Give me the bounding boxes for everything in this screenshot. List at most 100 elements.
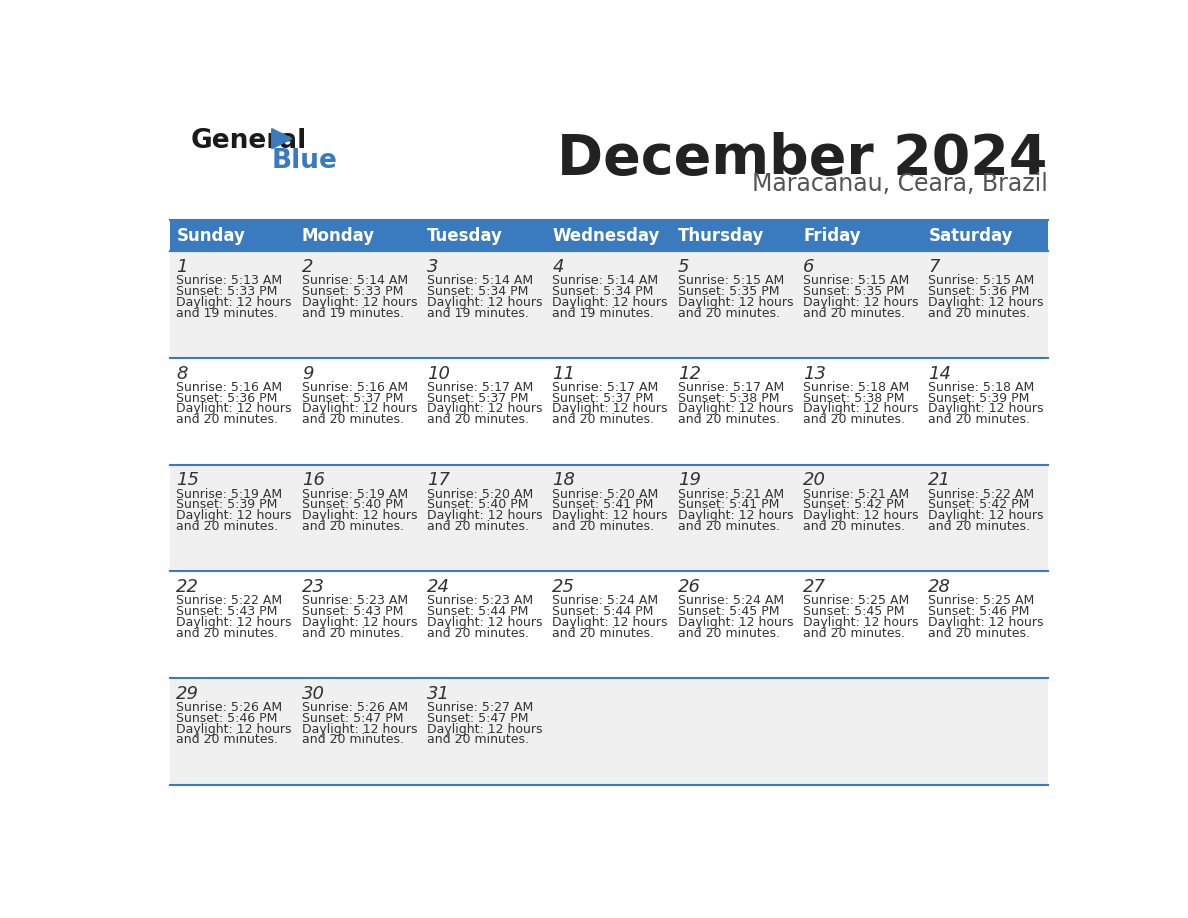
Text: and 20 minutes.: and 20 minutes. bbox=[302, 733, 404, 746]
Text: and 20 minutes.: and 20 minutes. bbox=[928, 307, 1030, 319]
Text: Sunday: Sunday bbox=[176, 227, 245, 245]
Text: 6: 6 bbox=[803, 258, 815, 276]
Text: Sunrise: 5:23 AM: Sunrise: 5:23 AM bbox=[302, 594, 407, 608]
Text: Daylight: 12 hours: Daylight: 12 hours bbox=[302, 296, 417, 308]
Text: and 20 minutes.: and 20 minutes. bbox=[176, 520, 278, 533]
Text: Sunset: 5:43 PM: Sunset: 5:43 PM bbox=[302, 605, 403, 618]
Text: and 20 minutes.: and 20 minutes. bbox=[803, 627, 905, 640]
Text: Sunrise: 5:18 AM: Sunrise: 5:18 AM bbox=[928, 381, 1035, 394]
Text: Tuesday: Tuesday bbox=[426, 227, 503, 245]
Text: 13: 13 bbox=[803, 364, 826, 383]
Text: Sunrise: 5:20 AM: Sunrise: 5:20 AM bbox=[426, 487, 533, 500]
Text: 5: 5 bbox=[677, 258, 689, 276]
Text: Daylight: 12 hours: Daylight: 12 hours bbox=[302, 509, 417, 522]
Text: December 2024: December 2024 bbox=[557, 131, 1048, 185]
Text: Daylight: 12 hours: Daylight: 12 hours bbox=[302, 402, 417, 416]
Text: Sunset: 5:43 PM: Sunset: 5:43 PM bbox=[176, 605, 278, 618]
Text: Sunrise: 5:14 AM: Sunrise: 5:14 AM bbox=[552, 274, 658, 287]
Text: Wednesday: Wednesday bbox=[552, 227, 659, 245]
Text: 27: 27 bbox=[803, 578, 826, 596]
Text: 31: 31 bbox=[426, 685, 450, 703]
Text: Sunset: 5:41 PM: Sunset: 5:41 PM bbox=[677, 498, 779, 511]
Text: 17: 17 bbox=[426, 472, 450, 489]
Text: Sunrise: 5:16 AM: Sunrise: 5:16 AM bbox=[176, 381, 283, 394]
Text: Sunset: 5:38 PM: Sunset: 5:38 PM bbox=[677, 392, 779, 405]
Text: Sunrise: 5:21 AM: Sunrise: 5:21 AM bbox=[803, 487, 909, 500]
Text: Daylight: 12 hours: Daylight: 12 hours bbox=[803, 402, 918, 416]
Text: Sunset: 5:37 PM: Sunset: 5:37 PM bbox=[426, 392, 529, 405]
Text: Monday: Monday bbox=[302, 227, 375, 245]
Text: Sunset: 5:34 PM: Sunset: 5:34 PM bbox=[552, 285, 653, 298]
Text: and 20 minutes.: and 20 minutes. bbox=[552, 413, 655, 426]
Text: and 20 minutes.: and 20 minutes. bbox=[176, 627, 278, 640]
Text: and 19 minutes.: and 19 minutes. bbox=[426, 307, 529, 319]
Text: Daylight: 12 hours: Daylight: 12 hours bbox=[426, 509, 543, 522]
Text: Sunset: 5:47 PM: Sunset: 5:47 PM bbox=[302, 711, 403, 725]
Bar bbox=[170, 251, 1048, 358]
Text: and 20 minutes.: and 20 minutes. bbox=[928, 627, 1030, 640]
Text: Sunset: 5:42 PM: Sunset: 5:42 PM bbox=[928, 498, 1030, 511]
Text: and 20 minutes.: and 20 minutes. bbox=[176, 733, 278, 746]
Text: Sunset: 5:44 PM: Sunset: 5:44 PM bbox=[426, 605, 529, 618]
Text: and 19 minutes.: and 19 minutes. bbox=[176, 307, 278, 319]
Text: Thursday: Thursday bbox=[677, 227, 764, 245]
Text: Sunset: 5:37 PM: Sunset: 5:37 PM bbox=[302, 392, 403, 405]
Text: and 20 minutes.: and 20 minutes. bbox=[677, 413, 779, 426]
Text: Daylight: 12 hours: Daylight: 12 hours bbox=[176, 616, 292, 629]
Text: Blue: Blue bbox=[272, 148, 337, 174]
Text: and 20 minutes.: and 20 minutes. bbox=[302, 520, 404, 533]
Text: Sunrise: 5:15 AM: Sunrise: 5:15 AM bbox=[928, 274, 1035, 287]
Text: Daylight: 12 hours: Daylight: 12 hours bbox=[426, 722, 543, 735]
Text: and 20 minutes.: and 20 minutes. bbox=[677, 627, 779, 640]
Text: and 20 minutes.: and 20 minutes. bbox=[803, 307, 905, 319]
Text: 10: 10 bbox=[426, 364, 450, 383]
Text: 28: 28 bbox=[928, 578, 952, 596]
Text: Sunrise: 5:16 AM: Sunrise: 5:16 AM bbox=[302, 381, 407, 394]
Text: Sunrise: 5:24 AM: Sunrise: 5:24 AM bbox=[552, 594, 658, 608]
Text: Daylight: 12 hours: Daylight: 12 hours bbox=[176, 296, 292, 308]
Text: 23: 23 bbox=[302, 578, 324, 596]
Text: 20: 20 bbox=[803, 472, 826, 489]
Text: Daylight: 12 hours: Daylight: 12 hours bbox=[677, 616, 794, 629]
Text: 9: 9 bbox=[302, 364, 314, 383]
Text: and 20 minutes.: and 20 minutes. bbox=[426, 627, 529, 640]
Text: Sunrise: 5:23 AM: Sunrise: 5:23 AM bbox=[426, 594, 533, 608]
Text: Sunset: 5:47 PM: Sunset: 5:47 PM bbox=[426, 711, 529, 725]
Text: Daylight: 12 hours: Daylight: 12 hours bbox=[803, 296, 918, 308]
Text: 15: 15 bbox=[176, 472, 200, 489]
Text: 3: 3 bbox=[426, 258, 438, 276]
Text: Daylight: 12 hours: Daylight: 12 hours bbox=[677, 402, 794, 416]
Text: Daylight: 12 hours: Daylight: 12 hours bbox=[928, 616, 1044, 629]
Text: Sunset: 5:46 PM: Sunset: 5:46 PM bbox=[928, 605, 1030, 618]
Text: Sunrise: 5:18 AM: Sunrise: 5:18 AM bbox=[803, 381, 909, 394]
Text: 18: 18 bbox=[552, 472, 575, 489]
Text: Daylight: 12 hours: Daylight: 12 hours bbox=[552, 296, 668, 308]
Text: and 20 minutes.: and 20 minutes. bbox=[552, 520, 655, 533]
Text: Sunset: 5:39 PM: Sunset: 5:39 PM bbox=[928, 392, 1030, 405]
Text: Daylight: 12 hours: Daylight: 12 hours bbox=[426, 296, 543, 308]
Text: Sunrise: 5:25 AM: Sunrise: 5:25 AM bbox=[803, 594, 909, 608]
Text: and 20 minutes.: and 20 minutes. bbox=[176, 413, 278, 426]
Text: Sunrise: 5:15 AM: Sunrise: 5:15 AM bbox=[677, 274, 784, 287]
Text: Sunset: 5:33 PM: Sunset: 5:33 PM bbox=[176, 285, 278, 298]
Text: Daylight: 12 hours: Daylight: 12 hours bbox=[552, 616, 668, 629]
Text: Sunset: 5:41 PM: Sunset: 5:41 PM bbox=[552, 498, 653, 511]
Text: Daylight: 12 hours: Daylight: 12 hours bbox=[302, 616, 417, 629]
Text: Sunset: 5:33 PM: Sunset: 5:33 PM bbox=[302, 285, 403, 298]
Text: Sunset: 5:37 PM: Sunset: 5:37 PM bbox=[552, 392, 653, 405]
Text: Sunrise: 5:15 AM: Sunrise: 5:15 AM bbox=[803, 274, 909, 287]
Text: Sunrise: 5:14 AM: Sunrise: 5:14 AM bbox=[302, 274, 407, 287]
Text: Sunrise: 5:14 AM: Sunrise: 5:14 AM bbox=[426, 274, 533, 287]
Text: Daylight: 12 hours: Daylight: 12 hours bbox=[176, 722, 292, 735]
Text: and 20 minutes.: and 20 minutes. bbox=[677, 307, 779, 319]
Text: 19: 19 bbox=[677, 472, 701, 489]
Text: Sunrise: 5:24 AM: Sunrise: 5:24 AM bbox=[677, 594, 784, 608]
Text: Daylight: 12 hours: Daylight: 12 hours bbox=[176, 402, 292, 416]
Text: Sunset: 5:39 PM: Sunset: 5:39 PM bbox=[176, 498, 278, 511]
Text: Sunset: 5:45 PM: Sunset: 5:45 PM bbox=[677, 605, 779, 618]
Text: Daylight: 12 hours: Daylight: 12 hours bbox=[552, 402, 668, 416]
Text: 4: 4 bbox=[552, 258, 564, 276]
Text: General: General bbox=[191, 128, 308, 154]
Text: Sunrise: 5:13 AM: Sunrise: 5:13 AM bbox=[176, 274, 283, 287]
Text: and 20 minutes.: and 20 minutes. bbox=[426, 520, 529, 533]
